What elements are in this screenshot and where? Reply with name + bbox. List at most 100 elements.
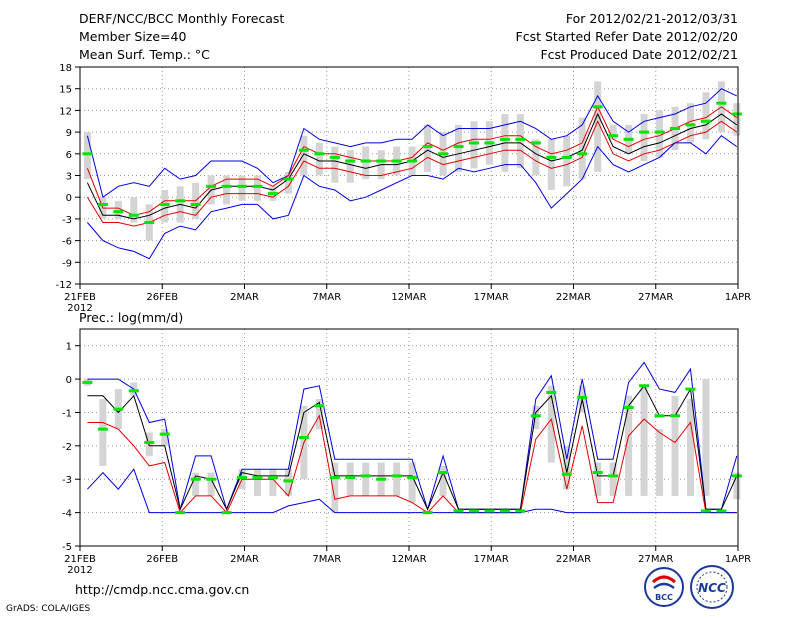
temp-box — [594, 81, 602, 172]
temp-box — [686, 103, 694, 143]
prec-series-ensemble-max — [87, 361, 738, 512]
temp-x-tick-label: 22MAR — [556, 292, 591, 303]
forecast-title: DERF/NCC/BCC Monthly Forecast — [79, 11, 285, 26]
temp-box — [733, 103, 741, 136]
prec-box — [609, 462, 617, 496]
prec-y-tick-label: -4 — [62, 509, 72, 520]
ncc-logo-text: NCC — [698, 581, 726, 595]
prec-y-tick-label: 1 — [66, 342, 72, 353]
prec-box — [532, 405, 540, 430]
forecast-started-date: Fcst Started Refer Date 2012/02/20 — [515, 29, 739, 44]
temp-x-tick-label: 26FEB — [146, 292, 178, 303]
temp-box — [130, 197, 138, 223]
temp-y-tick-label: 0 — [66, 193, 72, 204]
prec-box — [640, 385, 648, 496]
prec-box — [346, 462, 354, 496]
ncc-logo-icon: NCC — [690, 565, 734, 609]
temp-box — [702, 92, 710, 140]
temp-x-tick-label: 1APR — [725, 292, 751, 303]
temp-x-tick-label: 17MAR — [474, 292, 509, 303]
prec-box — [470, 512, 478, 514]
temp-x-tick-label: 12MAR — [391, 292, 426, 303]
prec-box — [362, 462, 370, 496]
prec-x-tick-label: 1APR — [725, 554, 751, 565]
prec-box — [207, 472, 215, 496]
temp-y-tick-label: 3 — [66, 172, 72, 183]
prec-x-tick-label: 21FEB — [64, 554, 96, 565]
temp-box — [238, 175, 246, 201]
prec-x-tick-label: 12MAR — [391, 554, 426, 565]
temp-series-ensemble-max — [86, 88, 738, 199]
temp-box — [547, 139, 555, 190]
prec-x-tick-label: 26FEB — [146, 554, 178, 565]
temp-plot-frame — [79, 66, 739, 285]
prec-y-tick-label: -1 — [62, 408, 72, 419]
temp-box — [223, 175, 231, 205]
prec-box — [485, 512, 493, 514]
source-url[interactable]: http://cmdp.ncc.cma.gov.cn — [75, 582, 250, 597]
temp-series-ensemble-min — [87, 135, 738, 260]
prec-box — [686, 399, 694, 496]
prec-box — [315, 399, 323, 430]
temp-y-tick-label: -12 — [56, 280, 72, 291]
prec-series-ensemble-min — [87, 468, 737, 514]
temp-x-tick-label: 27MAR — [638, 292, 673, 303]
prec-y-tick-label: -3 — [62, 475, 72, 486]
prec-x-tick-label: 27MAR — [638, 554, 673, 565]
prec-series-inner-band — [87, 414, 737, 514]
temp-box — [284, 171, 292, 194]
temp-box — [83, 132, 91, 180]
temp-box — [470, 121, 478, 169]
temp-y-tick-label: 6 — [66, 150, 72, 161]
temp-box — [516, 114, 524, 169]
temp-x-year-label: 2012 — [67, 303, 92, 314]
prec-box — [671, 395, 679, 496]
prec-box — [192, 472, 200, 496]
prec-y-tick-label: 0 — [66, 375, 72, 386]
prec-box — [269, 469, 277, 496]
prec-box — [702, 379, 710, 496]
prec-y-tick-label: -2 — [62, 442, 72, 453]
temp-x-tick-label: 21FEB — [64, 292, 96, 303]
temp-box — [300, 135, 308, 176]
prec-box — [455, 512, 463, 514]
temp-y-tick-label: -6 — [62, 237, 72, 248]
temp-y-tick-label: -9 — [62, 258, 72, 269]
prec-box — [161, 429, 169, 446]
temp-y-tick-label: 18 — [59, 63, 72, 74]
temp-y-tick-label: 9 — [66, 128, 72, 139]
prec-box — [563, 445, 571, 490]
bcc-logo-icon: BCC — [644, 567, 684, 607]
prec-box — [625, 395, 633, 496]
prec-box — [408, 462, 416, 503]
grads-credit: GrADS: COLA/IGES — [6, 604, 91, 614]
prec-x-tick-label: 7MAR — [312, 554, 341, 565]
prec-box — [253, 469, 261, 496]
prec-box — [516, 512, 524, 514]
prec-x-year-label: 2012 — [67, 565, 92, 576]
temp-box — [253, 175, 261, 201]
prec-x-tick-label: 17MAR — [474, 554, 509, 565]
prec-box — [717, 512, 725, 514]
prec-y-tick-label: -5 — [62, 542, 72, 553]
forecast-produced-date: Fcst Produced Date 2012/02/21 — [540, 47, 738, 62]
temp-x-tick-label: 7MAR — [312, 292, 341, 303]
prec-x-tick-label: 22MAR — [556, 554, 591, 565]
temp-box — [578, 117, 586, 180]
prec-box — [393, 462, 401, 496]
prec-box — [439, 465, 447, 496]
temp-box — [656, 110, 664, 158]
prec-box — [547, 385, 555, 463]
forecast-period: For 2012/02/21-2012/03/31 — [565, 11, 738, 26]
temp-y-tick-label: 15 — [59, 85, 72, 96]
prec-plot-frame — [79, 328, 739, 547]
prec-series-ensemble-mean — [87, 384, 738, 511]
temp-box — [362, 146, 370, 180]
temp-y-tick-label: 12 — [59, 106, 72, 117]
temp-series-lower-quartile — [86, 120, 738, 227]
temp-series-upper-quartile — [86, 105, 738, 216]
precipitation-title: Prec.: log(mm/d) — [79, 310, 183, 325]
temp-box — [331, 146, 339, 183]
prec-box — [99, 399, 107, 466]
